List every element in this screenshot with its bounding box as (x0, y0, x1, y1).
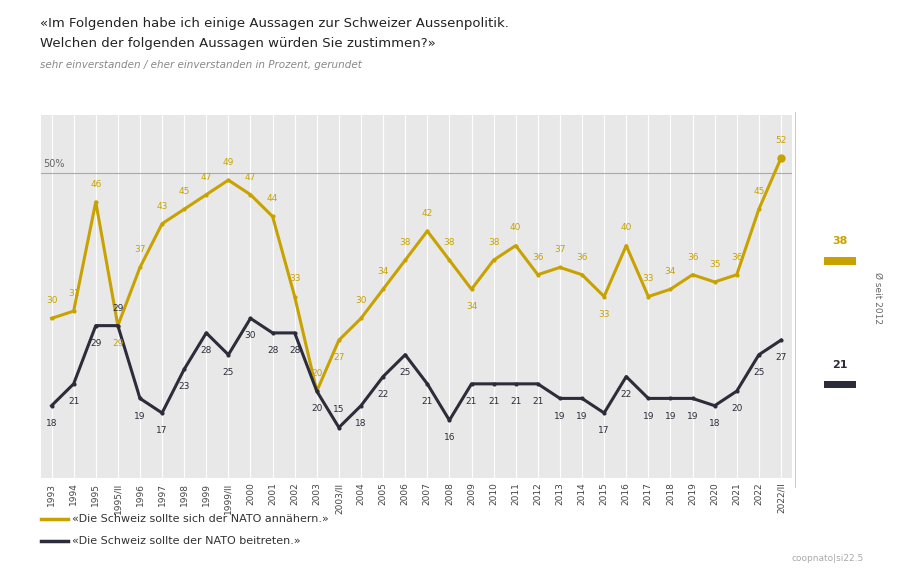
Text: 20: 20 (311, 404, 322, 413)
Text: 38: 38 (832, 236, 848, 246)
Text: 20: 20 (731, 404, 742, 413)
Text: 38: 38 (444, 238, 455, 247)
Text: 36: 36 (532, 253, 544, 262)
Text: 47: 47 (245, 172, 256, 182)
Text: 27: 27 (333, 354, 345, 362)
Text: 40: 40 (620, 223, 632, 233)
Text: 21: 21 (421, 397, 433, 406)
Text: 47: 47 (201, 172, 212, 182)
Text: 15: 15 (333, 406, 345, 414)
Text: 21: 21 (466, 397, 477, 406)
Text: 29: 29 (112, 304, 123, 312)
Text: 33: 33 (643, 274, 654, 284)
Text: 33: 33 (598, 309, 610, 319)
Text: 46: 46 (90, 180, 102, 189)
Text: 28: 28 (201, 346, 212, 355)
Text: 27: 27 (775, 354, 787, 362)
Text: 28: 28 (267, 346, 278, 355)
Text: 16: 16 (444, 433, 455, 442)
Text: 33: 33 (289, 274, 301, 284)
Text: 25: 25 (400, 368, 411, 377)
Text: Welchen der folgenden Aussagen würden Sie zustimmen?»: Welchen der folgenden Aussagen würden Si… (40, 37, 436, 50)
Text: 19: 19 (576, 411, 588, 421)
Text: 36: 36 (687, 253, 698, 262)
Text: 38: 38 (400, 238, 411, 247)
Text: 28: 28 (289, 346, 301, 355)
Text: 49: 49 (222, 158, 234, 167)
Text: 17: 17 (598, 426, 610, 435)
Text: 22: 22 (377, 390, 389, 399)
Text: 50%: 50% (42, 159, 64, 169)
Text: 30: 30 (46, 296, 58, 305)
Text: coopnato|si22.5: coopnato|si22.5 (792, 554, 864, 563)
Text: 21: 21 (532, 397, 544, 406)
Text: 21: 21 (510, 397, 521, 406)
Text: 29: 29 (90, 339, 102, 348)
Text: 18: 18 (709, 419, 720, 428)
Text: 30: 30 (245, 331, 256, 340)
Text: 19: 19 (687, 411, 698, 421)
Text: «Die Schweiz sollte der NATO beitreten.»: «Die Schweiz sollte der NATO beitreten.» (72, 536, 301, 547)
Text: «Die Schweiz sollte sich der NATO annähern.»: «Die Schweiz sollte sich der NATO annähe… (72, 513, 328, 524)
Text: 18: 18 (46, 419, 58, 428)
Text: 52: 52 (775, 136, 787, 145)
Text: 34: 34 (665, 267, 676, 276)
Text: 36: 36 (731, 253, 742, 262)
Text: 25: 25 (222, 368, 234, 377)
Text: 35: 35 (709, 260, 720, 269)
Text: 25: 25 (753, 368, 764, 377)
Text: 18: 18 (356, 419, 366, 428)
Text: 36: 36 (576, 253, 588, 262)
Text: 22: 22 (621, 390, 632, 399)
Text: «Im Folgenden habe ich einige Aussagen zur Schweizer Aussenpolitik.: «Im Folgenden habe ich einige Aussagen z… (40, 17, 509, 30)
Text: 38: 38 (488, 238, 500, 247)
Text: 44: 44 (267, 194, 278, 203)
Text: sehr einverstanden / eher einverstanden in Prozent, gerundet: sehr einverstanden / eher einverstanden … (40, 60, 363, 70)
Text: 20: 20 (311, 369, 322, 378)
Text: 19: 19 (643, 411, 654, 421)
Text: Ø seit 2012: Ø seit 2012 (873, 272, 882, 324)
Text: 37: 37 (134, 245, 146, 254)
Text: 21: 21 (832, 359, 848, 370)
Text: 45: 45 (178, 187, 190, 196)
Text: 34: 34 (377, 267, 389, 276)
Text: 30: 30 (356, 296, 366, 305)
Text: 19: 19 (134, 411, 146, 421)
Text: 45: 45 (753, 187, 764, 196)
Text: 21: 21 (68, 397, 79, 406)
Text: 43: 43 (157, 202, 167, 211)
Text: 19: 19 (665, 411, 676, 421)
Text: 19: 19 (554, 411, 566, 421)
Text: 40: 40 (510, 223, 521, 233)
Text: 31: 31 (68, 289, 79, 298)
Text: 37: 37 (554, 245, 566, 254)
Text: 17: 17 (157, 426, 167, 435)
Text: 21: 21 (488, 397, 500, 406)
Text: 23: 23 (178, 382, 190, 391)
Text: 29: 29 (112, 339, 123, 348)
Text: 34: 34 (466, 303, 477, 311)
Text: 42: 42 (422, 209, 433, 218)
